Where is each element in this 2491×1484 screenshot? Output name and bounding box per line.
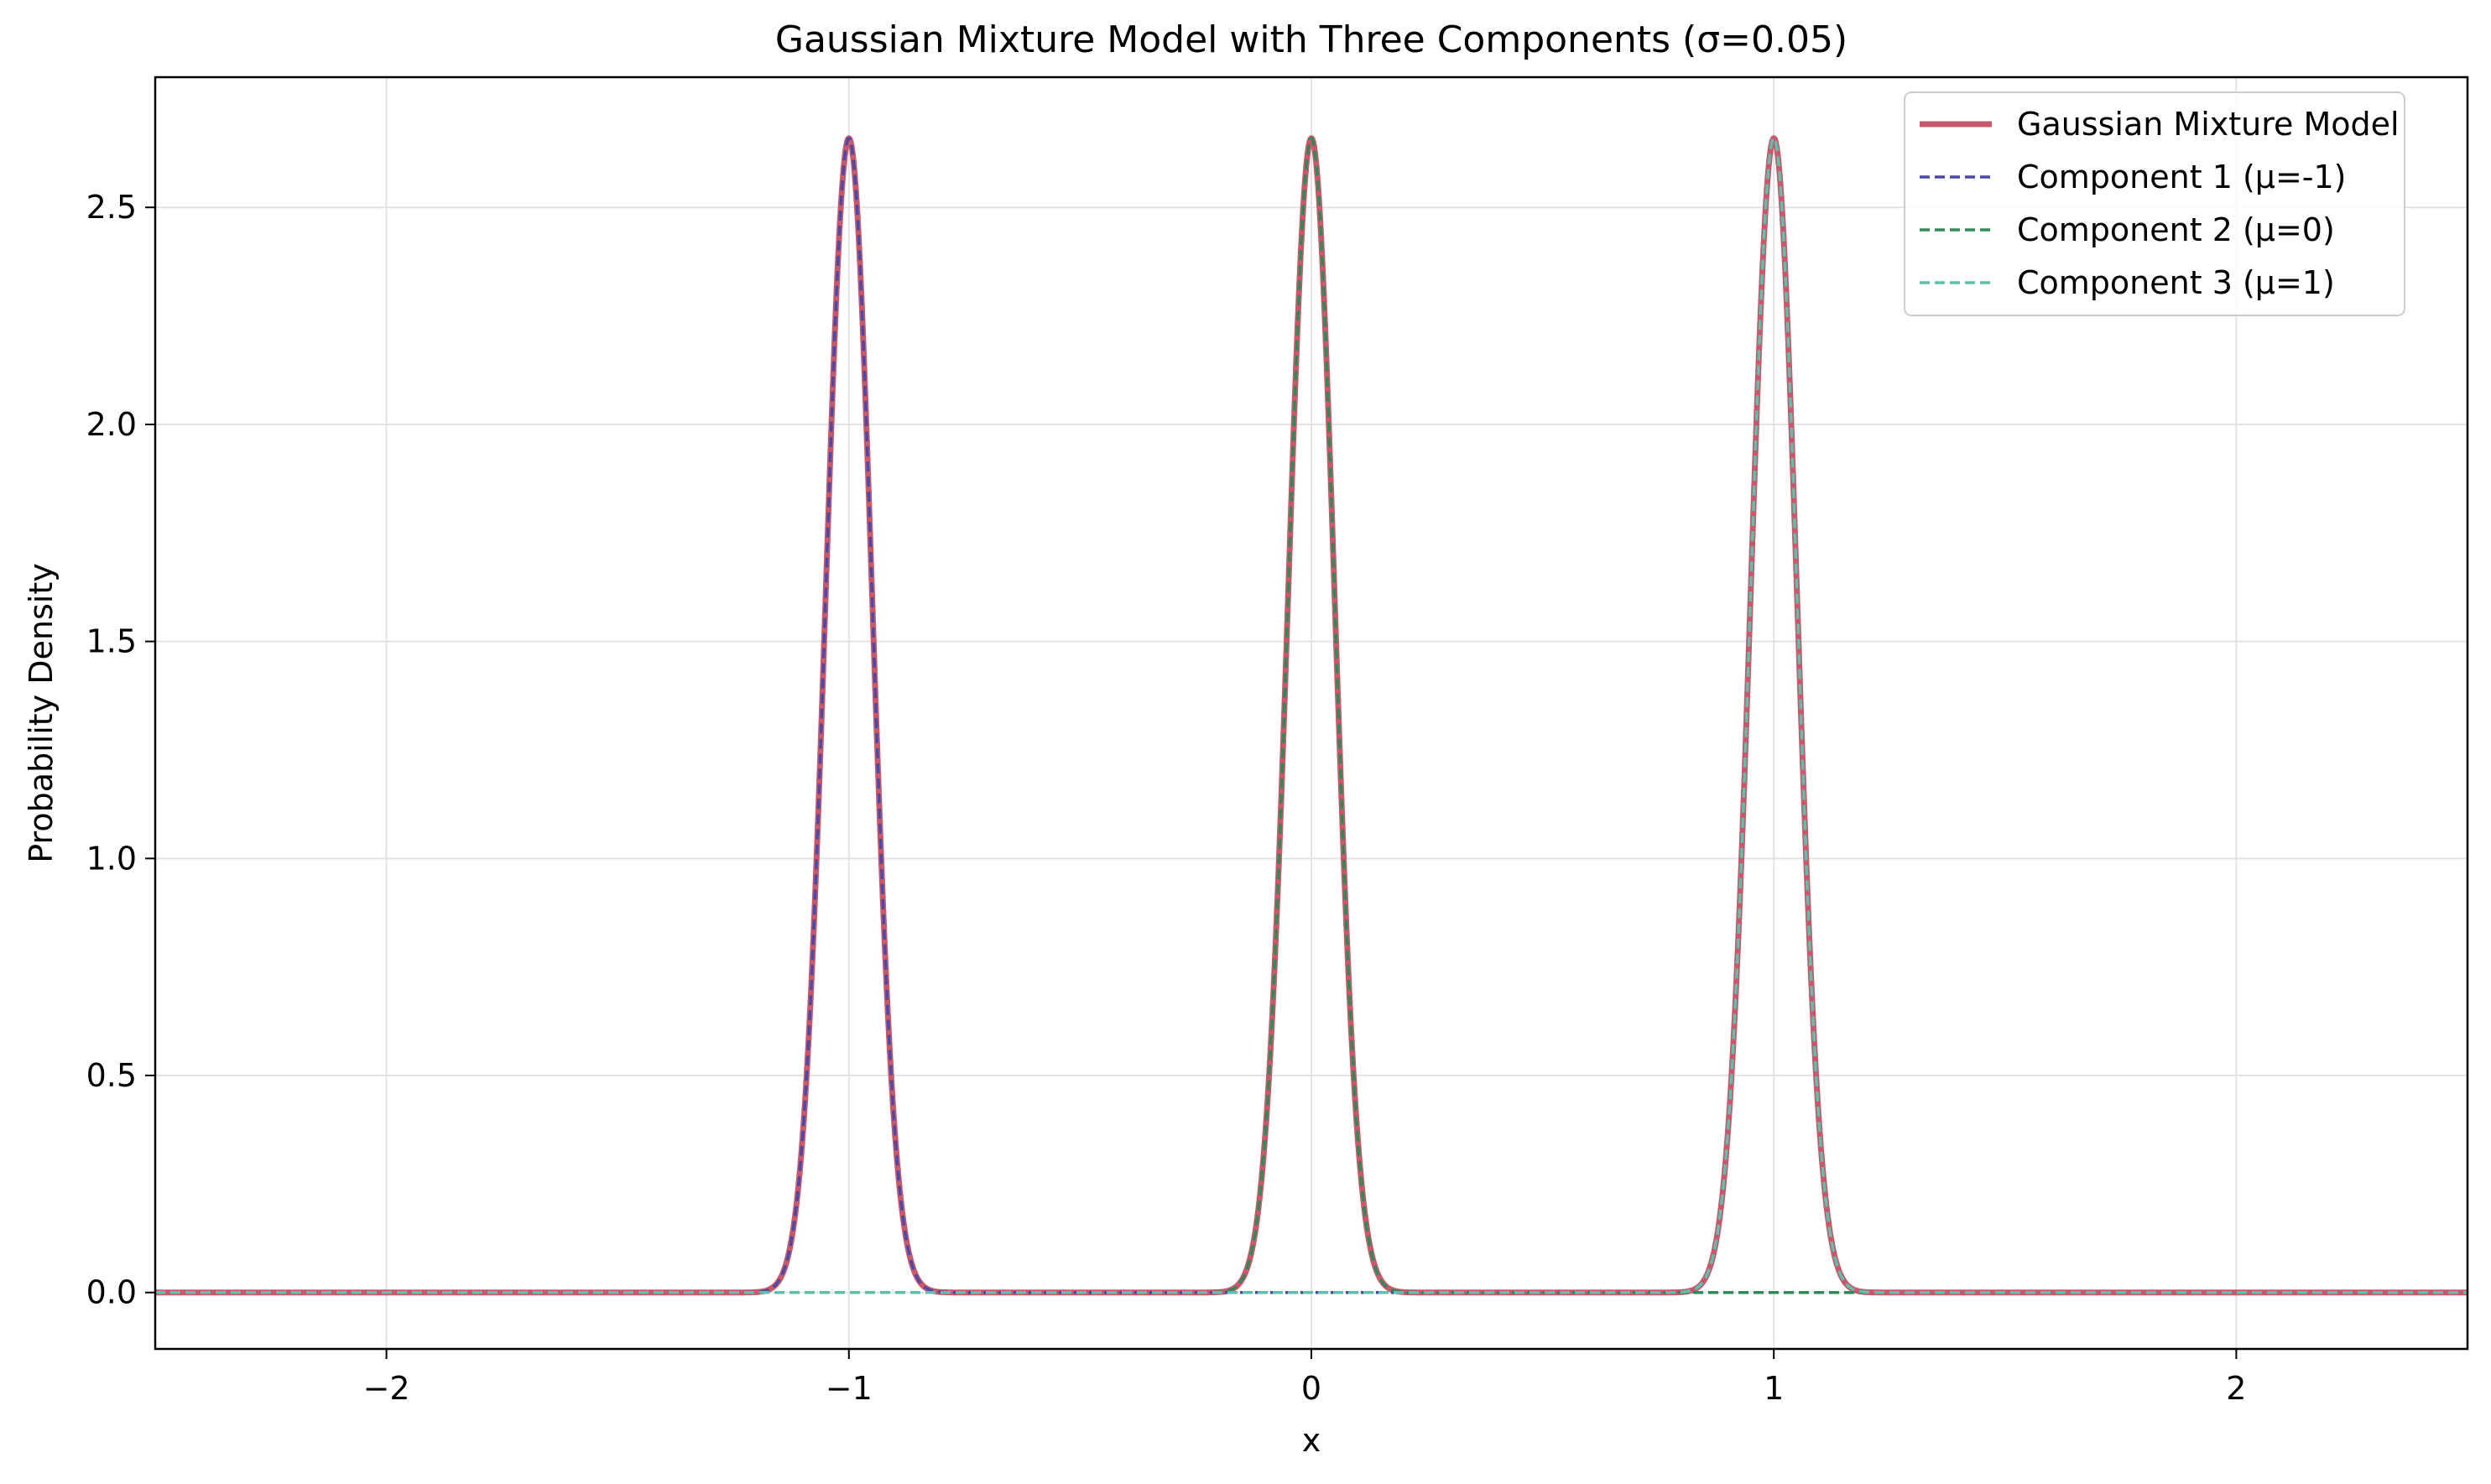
y-axis-label: Probability Density: [23, 563, 60, 862]
y-tick-label: 2.0: [86, 406, 137, 443]
x-tick-label: 0: [1301, 1370, 1321, 1407]
legend-label: Gaussian Mixture Model: [2017, 106, 2400, 143]
y-tick-label: 0.0: [86, 1274, 137, 1311]
y-tick-label: 1.5: [86, 623, 137, 660]
y-tick-label: 1.0: [86, 840, 137, 877]
legend-label: Component 3 (μ=1): [2017, 264, 2335, 301]
y-axis-ticks: 0.0 0.5 1.0 1.5 2.0 2.5: [86, 189, 155, 1311]
x-tick-label: −2: [363, 1370, 410, 1407]
legend-box: [1904, 91, 2405, 316]
y-tick-label: 2.5: [86, 189, 137, 226]
x-tick-label: −1: [826, 1370, 873, 1407]
legend-label: Component 1 (μ=-1): [2017, 159, 2347, 195]
x-axis-label: x: [1302, 1422, 1321, 1459]
x-axis-ticks: −2 −1 0 1 2: [363, 1349, 2246, 1407]
legend-label: Component 2 (μ=0): [2017, 211, 2335, 248]
legend: Gaussian Mixture Model Component 1 (μ=-1)…: [1904, 91, 2405, 316]
x-tick-label: 2: [2226, 1370, 2246, 1407]
series-line-component: [154, 137, 2469, 1294]
x-tick-label: 1: [1764, 1370, 1784, 1407]
y-tick-label: 0.5: [86, 1057, 137, 1094]
chart-title: Gaussian Mixture Model with Three Compon…: [775, 18, 1847, 61]
series: [153, 135, 2470, 1296]
